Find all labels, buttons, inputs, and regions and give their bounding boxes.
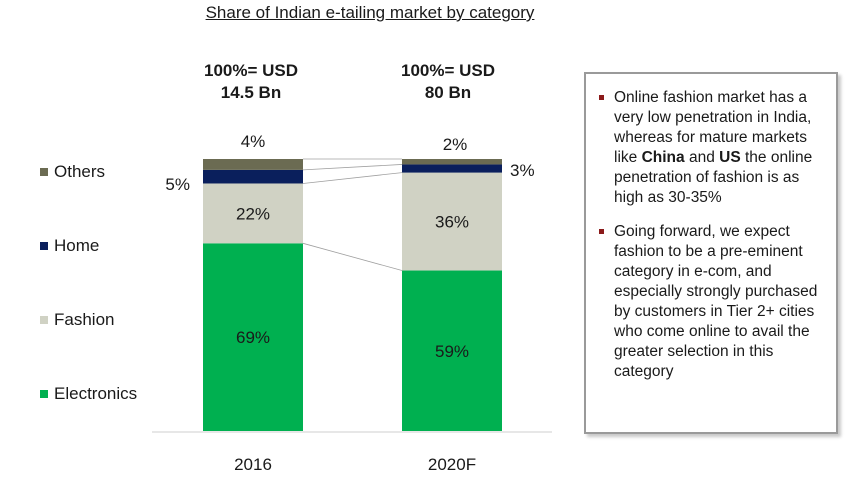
commentary-emphasis: China [641,149,685,166]
legend-item-electronics: Electronics [40,384,137,404]
bar-segment-fashion-2016 [203,183,303,244]
data-label-home-2016: 5% [165,175,190,194]
chart-title: Share of Indian e-tailing market by cate… [205,3,535,22]
legend-label-fashion: Fashion [54,310,115,329]
legend-item-others: Others [40,162,105,182]
connector-line-fashion [302,172,403,184]
commentary-box: Online fashion market has a very low pen… [584,72,838,434]
legend-item-fashion: Fashion [40,310,114,330]
legend-swatch-electronics [40,390,48,398]
total-label-line: 14.5 Bn [220,83,282,102]
legend-label-electronics: Electronics [54,384,138,403]
bar-segment-home-2020f [402,164,502,173]
bar-segment-electronics-2016 [203,243,303,431]
stacked-bar-chart: 69% 59% 22% 36% 5% 3% 4% 2% 2016 2020F [152,132,552,474]
commentary-text: and [684,149,720,166]
total-label-line: 80 Bn [424,83,472,102]
data-label-home-2020f: 3% [510,161,535,180]
commentary-text: the online penetration of fashion is as … [614,149,813,206]
data-label-fashion-2016: 22% [236,204,270,223]
total-label-2016: 100%= USD 14.5 Bn [171,60,331,104]
legend-label-others: Others [54,162,106,181]
total-label-line: 100%= USD [400,61,496,80]
commentary-emphasis: US [719,149,741,166]
data-label-electronics-2016: 69% [236,328,270,347]
bar-segment-others-2020f [402,159,502,165]
commentary-text: Online fashion market has a very low pen… [614,89,812,166]
legend-item-home: Home [40,236,99,256]
connector-line-home [302,164,403,171]
bar-segment-home-2016 [203,169,303,184]
total-label-line: 100%= USD [203,61,299,80]
data-label-electronics-2020f: 59% [435,342,469,361]
commentary-list: Online fashion market has a very low pen… [596,88,826,382]
bar-segment-fashion-2020f [402,172,502,271]
legend-swatch-home [40,242,48,250]
total-label-2020f: 100%= USD 80 Bn [368,60,528,104]
connector-line-electronics [302,242,403,271]
commentary-bullet: Online fashion market has a very low pen… [596,88,826,208]
legend-swatch-others [40,168,48,176]
bar-segment-electronics-2020f [402,270,502,431]
bar-segment-others-2016 [203,159,303,170]
commentary-text: Going forward, we expect fashion to be a… [614,223,818,380]
data-label-others-2020f: 2% [443,135,468,154]
x-tick-label-2016: 2016 [234,455,272,474]
data-label-others-2016: 4% [241,132,266,151]
legend-label-home: Home [54,236,100,255]
legend-swatch-fashion [40,316,48,324]
commentary-bullet: Going forward, we expect fashion to be a… [596,222,826,382]
data-label-fashion-2020f: 36% [435,213,469,232]
x-tick-label-2020f: 2020F [428,455,476,474]
